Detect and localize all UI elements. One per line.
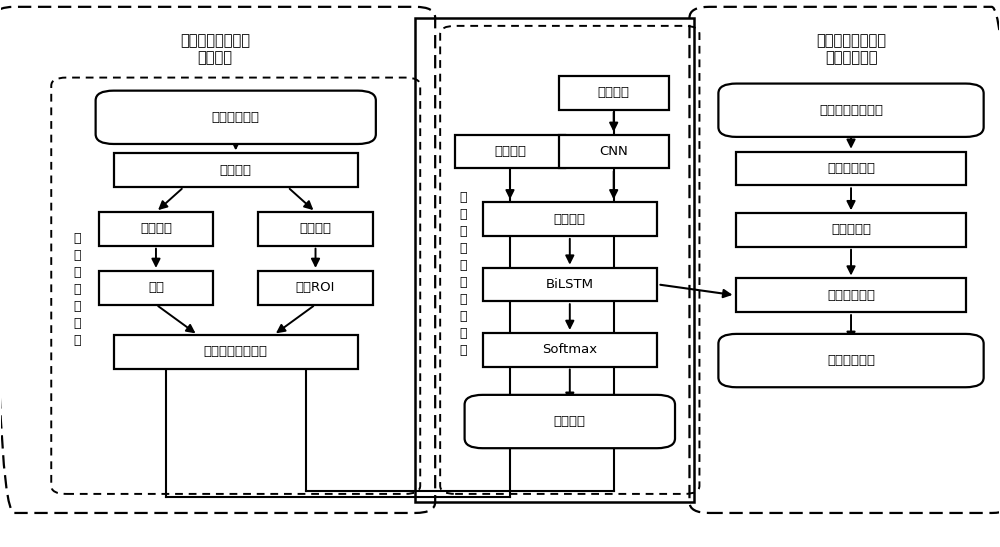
Text: 训
练
换
道
意
图
预
测
模
型: 训 练 换 道 意 图 预 测 模 型	[459, 190, 467, 357]
Text: 滑动窗口分割数据: 滑动窗口分割数据	[204, 345, 268, 358]
Text: 构
建
训
练
数
据
库: 构 建 训 练 数 据 库	[73, 232, 81, 347]
Text: 数据拼接: 数据拼接	[554, 213, 586, 225]
FancyBboxPatch shape	[559, 76, 669, 110]
Text: 在线实时预测: 在线实时预测	[827, 289, 875, 302]
Text: 换道意图预测模型
离线训练: 换道意图预测模型 离线训练	[180, 33, 250, 66]
FancyBboxPatch shape	[736, 213, 966, 247]
FancyBboxPatch shape	[483, 267, 657, 301]
Text: 视频数据: 视频数据	[300, 223, 332, 235]
FancyBboxPatch shape	[258, 212, 373, 246]
FancyBboxPatch shape	[99, 212, 213, 246]
FancyBboxPatch shape	[99, 271, 213, 305]
FancyBboxPatch shape	[718, 334, 984, 387]
FancyBboxPatch shape	[483, 333, 657, 366]
Text: 数据预处理: 数据预处理	[831, 224, 871, 236]
FancyBboxPatch shape	[465, 395, 675, 448]
Text: 状态序列: 状态序列	[494, 145, 526, 158]
Text: 换道意图预测模型
在线实时预测: 换道意图预测模型 在线实时预测	[816, 33, 886, 66]
Text: 视频序列: 视频序列	[598, 86, 630, 100]
FancyBboxPatch shape	[114, 335, 358, 369]
Text: 数据融合处理: 数据融合处理	[827, 162, 875, 175]
FancyBboxPatch shape	[96, 91, 376, 144]
Text: 分割ROI: 分割ROI	[296, 281, 335, 294]
Text: CNN: CNN	[599, 145, 628, 158]
Text: Softmax: Softmax	[542, 343, 597, 356]
FancyBboxPatch shape	[559, 135, 669, 168]
FancyBboxPatch shape	[736, 152, 966, 185]
FancyBboxPatch shape	[483, 202, 657, 236]
Text: 当前换道意图: 当前换道意图	[827, 354, 875, 367]
FancyBboxPatch shape	[455, 135, 565, 168]
Text: 滤波: 滤波	[148, 281, 164, 294]
Text: 状态数据: 状态数据	[140, 223, 172, 235]
FancyBboxPatch shape	[736, 278, 966, 312]
FancyBboxPatch shape	[114, 153, 358, 187]
Text: 自车实时采集数据: 自车实时采集数据	[819, 104, 883, 117]
Text: 意图观测: 意图观测	[554, 415, 586, 428]
FancyBboxPatch shape	[718, 84, 984, 137]
FancyBboxPatch shape	[258, 271, 373, 305]
Text: BiLSTM: BiLSTM	[546, 278, 594, 291]
Text: 数据融合: 数据融合	[220, 164, 252, 177]
Text: 自车数据采集: 自车数据采集	[212, 111, 260, 124]
